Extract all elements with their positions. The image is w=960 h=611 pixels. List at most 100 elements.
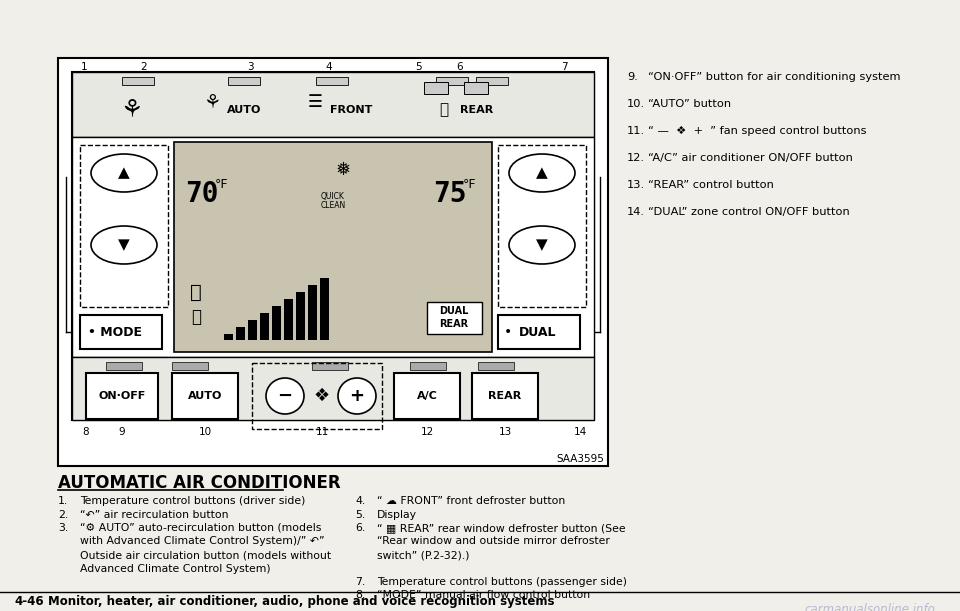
Bar bbox=[228, 77, 260, 85]
Text: DUAL: DUAL bbox=[440, 306, 468, 316]
Text: “A/C” air conditioner ON/OFF button: “A/C” air conditioner ON/OFF button bbox=[648, 153, 852, 163]
Text: FRONT: FRONT bbox=[330, 105, 372, 115]
Text: ▲: ▲ bbox=[118, 166, 130, 180]
Bar bbox=[58, 58, 608, 466]
Text: 14.: 14. bbox=[627, 207, 645, 217]
Text: 4.: 4. bbox=[355, 496, 365, 506]
Text: 10: 10 bbox=[199, 427, 211, 437]
Bar bbox=[272, 306, 281, 340]
Text: Display: Display bbox=[377, 510, 417, 519]
Text: 3.: 3. bbox=[58, 523, 68, 533]
Text: AUTO: AUTO bbox=[188, 391, 222, 401]
Text: REAR: REAR bbox=[440, 319, 468, 329]
Bar bbox=[72, 72, 594, 137]
Bar bbox=[316, 77, 348, 85]
Bar bbox=[122, 77, 154, 85]
Text: REAR: REAR bbox=[489, 391, 521, 401]
Text: 11: 11 bbox=[316, 427, 328, 437]
Text: 6.: 6. bbox=[355, 523, 365, 533]
Text: ⍨: ⍨ bbox=[191, 308, 201, 326]
Text: ⌸: ⌸ bbox=[190, 282, 202, 301]
Text: REAR: REAR bbox=[460, 105, 493, 115]
Text: AUTO: AUTO bbox=[227, 105, 261, 115]
Text: DUAL: DUAL bbox=[519, 326, 557, 338]
Text: “↶” air recirculation button: “↶” air recirculation button bbox=[80, 510, 228, 519]
Bar bbox=[172, 362, 208, 370]
Text: 1.: 1. bbox=[58, 496, 68, 506]
Bar bbox=[106, 362, 142, 370]
Text: “AUTO” button: “AUTO” button bbox=[648, 99, 732, 109]
Text: “ ▦ REAR” rear window defroster button (See: “ ▦ REAR” rear window defroster button (… bbox=[377, 523, 626, 533]
Text: “MODE” manual air flow control button: “MODE” manual air flow control button bbox=[377, 590, 590, 601]
Text: “⚙ AUTO” auto-recirculation button (models: “⚙ AUTO” auto-recirculation button (mode… bbox=[80, 523, 322, 533]
Text: “ —  ❖  +  ” fan speed control buttons: “ — ❖ + ” fan speed control buttons bbox=[648, 126, 867, 136]
Bar bbox=[174, 142, 492, 352]
Text: A/C: A/C bbox=[417, 391, 438, 401]
Text: 70: 70 bbox=[185, 180, 219, 208]
Text: 3: 3 bbox=[247, 62, 253, 72]
Text: Advanced Climate Control System): Advanced Climate Control System) bbox=[80, 563, 271, 574]
Bar bbox=[464, 82, 488, 94]
Bar bbox=[296, 292, 305, 340]
Text: 9.: 9. bbox=[627, 72, 637, 82]
Text: • MODE: • MODE bbox=[88, 326, 142, 338]
Text: CLEAN: CLEAN bbox=[321, 200, 346, 210]
Bar bbox=[248, 320, 257, 340]
Text: switch” (P.2-32).): switch” (P.2-32).) bbox=[377, 550, 469, 560]
Text: “DUAL” zone control ON/OFF button: “DUAL” zone control ON/OFF button bbox=[648, 207, 850, 217]
Bar bbox=[260, 313, 269, 340]
Text: “Rear window and outside mirror defroster: “Rear window and outside mirror defroste… bbox=[377, 536, 610, 546]
Text: ☰: ☰ bbox=[307, 93, 323, 111]
Text: °F: °F bbox=[215, 178, 228, 191]
Text: 7.: 7. bbox=[355, 577, 365, 587]
Text: ▼: ▼ bbox=[118, 238, 130, 252]
Bar bbox=[410, 362, 446, 370]
Text: ⚘: ⚘ bbox=[204, 92, 221, 111]
Bar bbox=[394, 373, 460, 419]
Text: carmanualsonline.info: carmanualsonline.info bbox=[804, 603, 935, 611]
Bar bbox=[72, 357, 594, 420]
Text: 11.: 11. bbox=[627, 126, 645, 136]
Text: AUTOMATIC AIR CONDITIONER: AUTOMATIC AIR CONDITIONER bbox=[58, 474, 341, 492]
Bar bbox=[80, 315, 162, 349]
Ellipse shape bbox=[91, 154, 157, 192]
Bar bbox=[72, 137, 594, 357]
Text: ⚘: ⚘ bbox=[121, 98, 143, 122]
Bar bbox=[86, 373, 158, 419]
Text: “ ☁ FRONT” front defroster button: “ ☁ FRONT” front defroster button bbox=[377, 496, 565, 506]
Text: ON·OFF: ON·OFF bbox=[98, 391, 146, 401]
Text: ❅: ❅ bbox=[335, 161, 350, 179]
Bar bbox=[252, 363, 382, 429]
Text: ❖: ❖ bbox=[314, 387, 330, 405]
Text: 10.: 10. bbox=[627, 99, 645, 109]
Bar bbox=[476, 77, 508, 85]
Text: ▼: ▼ bbox=[536, 238, 548, 252]
Bar bbox=[320, 278, 329, 340]
Bar bbox=[80, 145, 168, 307]
Text: 5: 5 bbox=[415, 62, 421, 72]
Text: 9: 9 bbox=[119, 427, 126, 437]
Ellipse shape bbox=[509, 154, 575, 192]
Text: 13: 13 bbox=[498, 427, 512, 437]
Bar bbox=[427, 302, 482, 334]
Text: •: • bbox=[504, 325, 513, 339]
Bar bbox=[498, 315, 580, 349]
Bar bbox=[172, 373, 238, 419]
Bar bbox=[312, 362, 348, 370]
Text: 75: 75 bbox=[433, 180, 467, 208]
Ellipse shape bbox=[91, 226, 157, 264]
Text: Monitor, heater, air conditioner, audio, phone and voice recognition systems: Monitor, heater, air conditioner, audio,… bbox=[48, 595, 555, 608]
Text: 7: 7 bbox=[561, 62, 567, 72]
Text: 5.: 5. bbox=[355, 510, 365, 519]
Bar bbox=[478, 362, 514, 370]
Text: 8.: 8. bbox=[355, 590, 365, 601]
Text: 4-46: 4-46 bbox=[14, 595, 43, 608]
Bar bbox=[284, 299, 293, 340]
Text: Temperature control buttons (driver side): Temperature control buttons (driver side… bbox=[80, 496, 305, 506]
Text: ⌸: ⌸ bbox=[440, 103, 448, 117]
Bar bbox=[236, 327, 245, 340]
Bar bbox=[308, 285, 317, 340]
Ellipse shape bbox=[266, 378, 304, 414]
Bar bbox=[424, 82, 448, 94]
Text: Outside air circulation button (models without: Outside air circulation button (models w… bbox=[80, 550, 331, 560]
